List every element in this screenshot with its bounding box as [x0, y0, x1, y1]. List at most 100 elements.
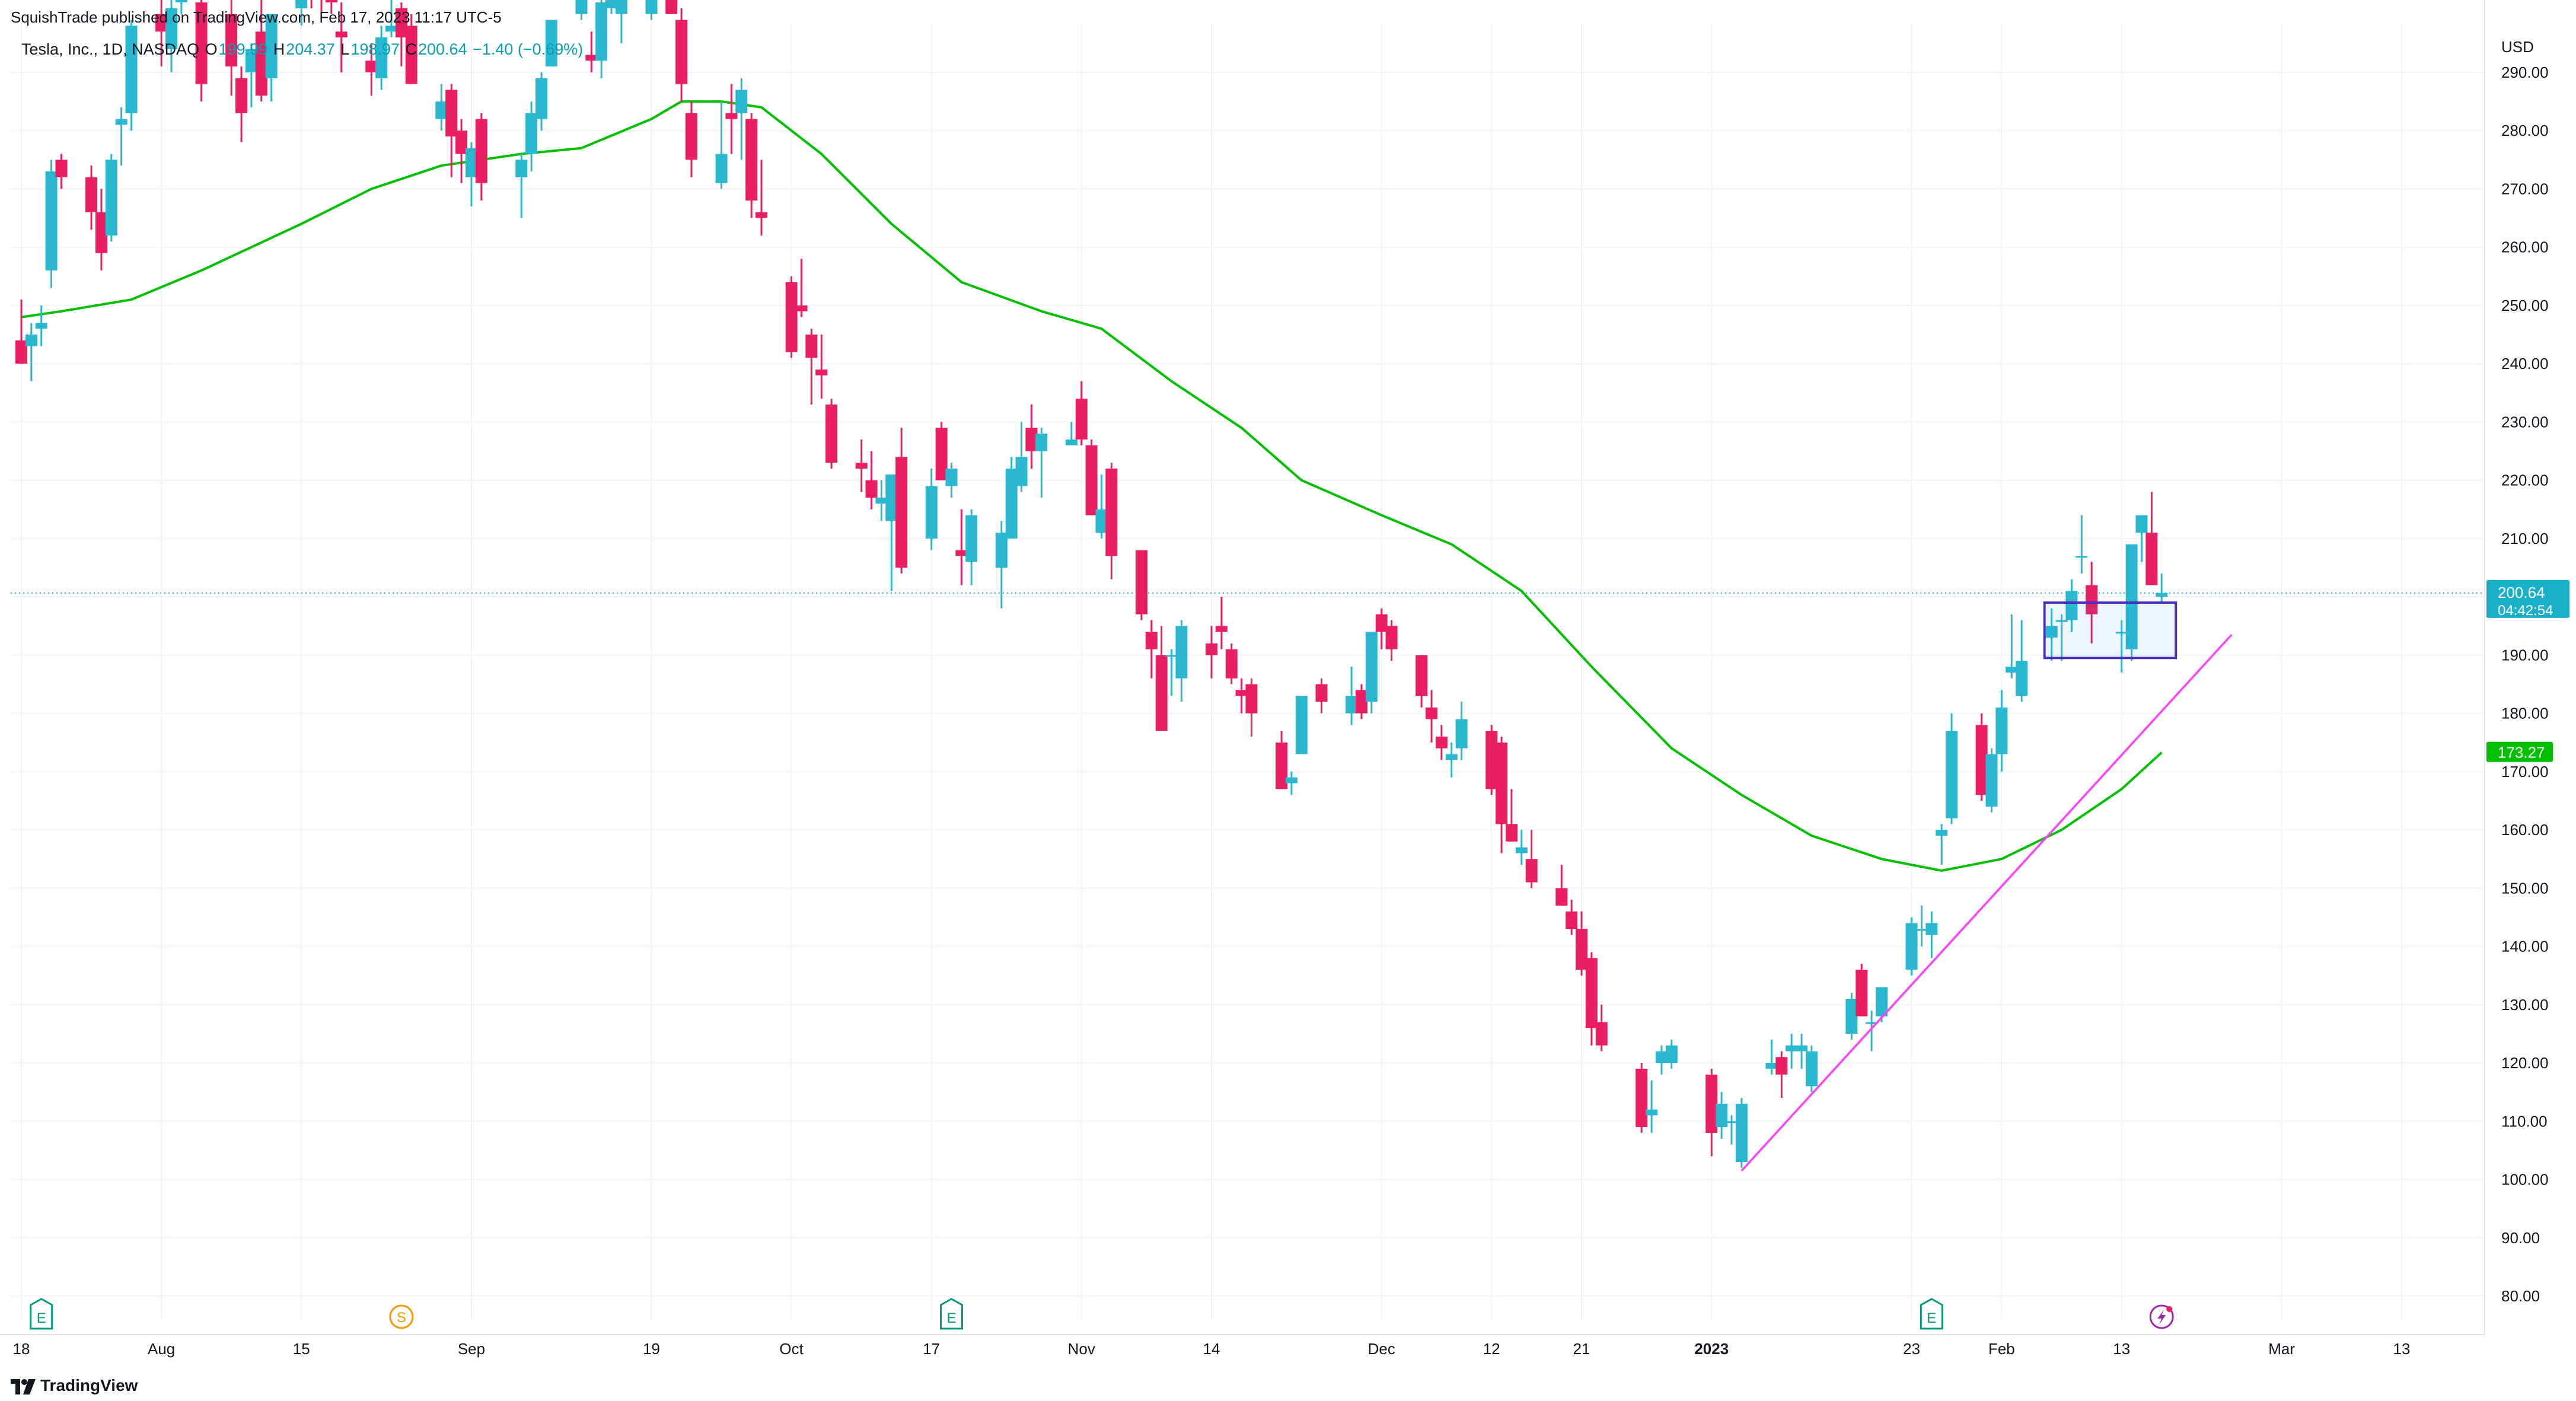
candle-down[interactable] — [685, 101, 697, 177]
candle-down[interactable] — [1075, 381, 1088, 445]
candle-down[interactable] — [745, 113, 758, 218]
candle-up[interactable] — [2115, 620, 2128, 673]
candle-down[interactable] — [325, 0, 337, 14]
candle-down[interactable] — [1415, 655, 1428, 708]
candle-down[interactable] — [1775, 1051, 1788, 1098]
candle-up[interactable] — [1065, 422, 1077, 445]
candle-up[interactable] — [735, 78, 748, 160]
candle-down[interactable] — [1276, 731, 1288, 789]
candle-up[interactable] — [25, 323, 37, 381]
candle-up[interactable] — [115, 107, 127, 166]
candle-down[interactable] — [235, 66, 248, 142]
candle-up[interactable] — [1845, 993, 1858, 1040]
candle-up[interactable] — [1905, 917, 1918, 976]
candle-down[interactable] — [1595, 1004, 1608, 1052]
candle-down[interactable] — [155, 0, 168, 67]
candle-up[interactable] — [615, 0, 627, 43]
candle-up[interactable] — [965, 509, 978, 585]
candle-down[interactable] — [95, 189, 107, 271]
candle-up[interactable] — [885, 474, 898, 591]
candle-up[interactable] — [1796, 1033, 1808, 1069]
candle-down[interactable] — [755, 160, 768, 236]
split-marker[interactable]: S — [389, 1304, 414, 1329]
candle-up[interactable] — [515, 154, 528, 218]
candle-down[interactable] — [455, 119, 468, 183]
candle-up[interactable] — [1015, 422, 1028, 492]
candle-down[interactable] — [405, 14, 417, 84]
candle-up[interactable] — [525, 101, 538, 172]
event-marker[interactable] — [2149, 1304, 2174, 1329]
candle-down[interactable] — [1385, 620, 1398, 661]
candle-up[interactable] — [715, 101, 728, 189]
candle-down[interactable] — [15, 300, 27, 364]
candle-up[interactable] — [545, 20, 557, 67]
candle-up[interactable] — [1665, 1039, 1678, 1069]
candle-down[interactable] — [85, 165, 98, 230]
candle-down[interactable] — [1206, 626, 1217, 679]
candle-up[interactable] — [2156, 573, 2168, 603]
candle-up[interactable] — [295, 0, 308, 26]
candle-up[interactable] — [1786, 1033, 1798, 1069]
candle-up[interactable] — [1716, 1092, 1728, 1139]
candle-down[interactable] — [665, 0, 678, 14]
candle-down[interactable] — [475, 113, 487, 201]
candle-down[interactable] — [1496, 736, 1508, 854]
candle-down[interactable] — [2145, 492, 2158, 585]
symbol-name[interactable]: Tesla, Inc., 1D, NASDAQ — [21, 40, 200, 58]
candle-down[interactable] — [1635, 1063, 1648, 1133]
candle-up[interactable] — [45, 160, 58, 288]
candle-down[interactable] — [1135, 550, 1147, 620]
candle-down[interactable] — [1426, 690, 1438, 743]
candle-up[interactable] — [605, 0, 618, 14]
candle-up[interactable] — [1445, 742, 1458, 778]
candle-up[interactable] — [1295, 696, 1308, 754]
candle-down[interactable] — [935, 422, 948, 480]
candle-up[interactable] — [1915, 905, 1928, 947]
candle-up[interactable] — [1165, 649, 1178, 696]
candle-up[interactable] — [995, 521, 1008, 609]
earnings-marker[interactable]: E — [30, 1298, 53, 1330]
earnings-marker[interactable]: E — [1920, 1298, 1943, 1330]
candle-down[interactable] — [315, 0, 327, 14]
candle-down[interactable] — [1375, 608, 1388, 649]
candle-down[interactable] — [1585, 952, 1598, 1046]
candle-up[interactable] — [1095, 474, 1108, 539]
candle-up[interactable] — [575, 0, 588, 20]
candle-down[interactable] — [855, 439, 868, 492]
candle-up[interactable] — [1515, 830, 1528, 865]
time-axis[interactable]: 18 Aug 15 Sep 19 Oct 17 Nov 14 Dec 12 21 2023 23 Feb 13… — [13, 1340, 2411, 1358]
candle-up[interactable] — [1866, 1010, 1878, 1052]
range-box[interactable] — [2043, 601, 2178, 660]
candle-down[interactable] — [395, 2, 407, 67]
candle-up[interactable] — [2076, 515, 2088, 574]
candle-up[interactable] — [1455, 701, 1468, 760]
candle-up[interactable] — [465, 142, 477, 206]
candle-down[interactable] — [1225, 643, 1238, 684]
candle-down[interactable] — [1235, 678, 1248, 714]
candle-down[interactable] — [1576, 911, 1588, 976]
candle-down[interactable] — [1435, 725, 1448, 760]
candle-up[interactable] — [595, 0, 608, 78]
candle-up[interactable] — [165, 0, 177, 72]
candle-down[interactable] — [1025, 404, 1038, 469]
candle-up[interactable] — [175, 0, 187, 14]
candle-down[interactable] — [1315, 678, 1328, 714]
candle-up[interactable] — [1655, 1045, 1668, 1075]
candle-up[interactable] — [2016, 620, 2028, 702]
candle-up[interactable] — [2065, 579, 2078, 632]
candle-up[interactable] — [1005, 457, 1018, 539]
candle-down[interactable] — [255, 0, 267, 102]
candle-up[interactable] — [925, 469, 938, 550]
candle-up[interactable] — [1646, 1080, 1658, 1133]
candle-up[interactable] — [945, 463, 958, 498]
candle-up[interactable] — [1365, 632, 1378, 714]
candle-up[interactable] — [1946, 713, 1958, 824]
candle-up[interactable] — [1035, 428, 1048, 498]
candle-up[interactable] — [2045, 608, 2058, 661]
candle-down[interactable] — [1155, 626, 1168, 731]
candle-up[interactable] — [385, 0, 398, 38]
candle-up[interactable] — [1735, 1097, 1748, 1168]
candle-down[interactable] — [795, 259, 808, 317]
candle-down[interactable] — [1705, 1068, 1718, 1157]
candle-up[interactable] — [1285, 771, 1297, 795]
